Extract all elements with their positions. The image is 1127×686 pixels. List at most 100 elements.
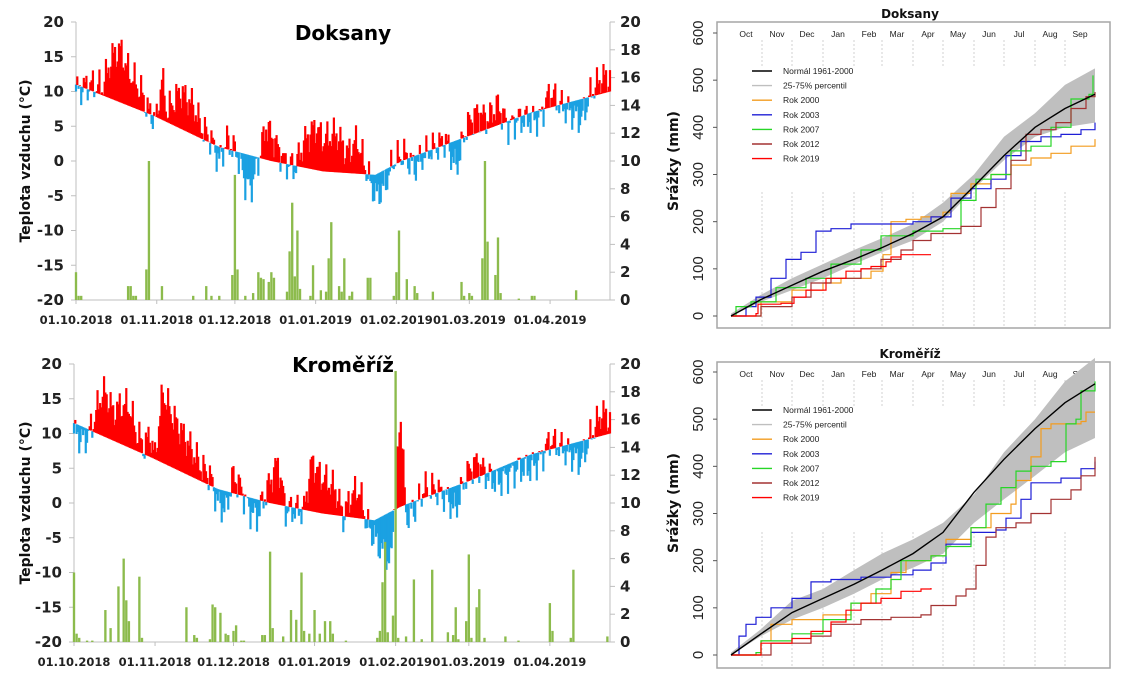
precipitation-bar <box>369 277 372 300</box>
legend-label: Normál 1961-2000 <box>783 405 854 415</box>
y-tick-label: 600 <box>690 20 707 45</box>
precipitation-bar <box>348 295 351 300</box>
y-tick-label: 5 <box>52 459 62 477</box>
precipitation-bar <box>259 277 263 300</box>
y2-tick-label: 0 <box>620 633 630 651</box>
precipitation-bar <box>270 272 273 300</box>
series-line-norm-l-1961-2000 <box>730 93 1096 317</box>
y-tick-label: 400 <box>690 115 707 140</box>
legend-label: Rok 2000 <box>783 95 820 105</box>
series-line-rok-2012 <box>731 92 1096 317</box>
precipitation-bar <box>551 630 554 642</box>
y2-tick-label: 12 <box>620 466 641 484</box>
y2-tick-label: 10 <box>620 494 641 512</box>
precipitation-bar <box>145 269 148 300</box>
y2-tick-label: 0 <box>620 291 630 309</box>
precipitation-bar <box>319 290 323 300</box>
precipitation-bar <box>147 161 151 300</box>
precipitation-bar <box>281 636 285 642</box>
precipitation-bar <box>262 279 265 300</box>
month-label: Dec <box>799 29 815 39</box>
precipitation-bar <box>140 637 144 642</box>
precipitation-bar <box>313 610 316 642</box>
y-tick-label: -5 <box>45 529 62 547</box>
month-label: Mar <box>890 29 905 39</box>
precipitation-bar <box>122 558 125 642</box>
precipitation-bar <box>413 286 416 300</box>
month-label: Nov <box>769 29 785 39</box>
precipitation-bar <box>381 582 384 642</box>
y-tick-label: -10 <box>35 564 62 582</box>
precipitation-bar <box>366 277 369 300</box>
precipitation-bar <box>72 572 76 642</box>
month-label: Mar <box>890 369 905 379</box>
month-label: Feb <box>862 369 877 379</box>
precipitation-bar <box>214 607 217 642</box>
plot-frame <box>716 361 1111 669</box>
precipitation-bar <box>530 295 534 300</box>
precipitation-bar <box>210 295 213 300</box>
y2-tick-label: 16 <box>620 69 641 87</box>
y-tick-label: 10 <box>43 83 64 101</box>
precipitation-bar <box>330 222 333 300</box>
series-line-rok-2019 <box>731 588 932 656</box>
y-tick-label: 0 <box>690 651 707 659</box>
month-label: Apr <box>921 29 934 39</box>
precipitation-bar <box>378 630 382 642</box>
precipitation-bar <box>606 636 609 642</box>
y-tick-label: 15 <box>43 48 64 66</box>
series-line-rok-2007 <box>731 75 1094 317</box>
precipitation-bar <box>272 277 276 300</box>
precipitation-bar <box>295 619 298 642</box>
y-tick-label: -20 <box>37 291 64 309</box>
precipitation-bar <box>138 576 141 642</box>
precipitation-bar <box>160 286 164 300</box>
precipitation-bar <box>218 295 221 300</box>
y2-tick-label: 4 <box>620 235 630 253</box>
y2-tick-label: 6 <box>620 550 630 568</box>
precipitation-bar <box>288 251 291 300</box>
precipitation-bar <box>129 286 132 300</box>
y-tick-label: 300 <box>690 501 707 526</box>
x-tick-label: 01.10.2018 <box>40 313 113 327</box>
y2-tick-label: 16 <box>620 411 641 429</box>
precipitation-bar <box>193 635 196 642</box>
precipitation-bar <box>261 635 264 642</box>
month-label: Aug <box>1042 29 1057 39</box>
month-label: Nov <box>769 369 785 379</box>
precipitation-bar <box>231 274 234 300</box>
precipitation-bar <box>340 291 343 300</box>
x-tick-label: 01.11.2018 <box>120 313 193 327</box>
precipitation-bar <box>311 265 315 300</box>
precipitation-bar <box>289 610 293 642</box>
precipitation-bar <box>293 276 296 300</box>
precipitation-bar <box>104 610 107 642</box>
precipitation-bar <box>263 635 267 642</box>
y2-tick-label: 2 <box>620 263 630 281</box>
y2-tick-label: 18 <box>620 41 641 59</box>
y2-tick-label: 6 <box>620 208 630 226</box>
y-tick-label: 300 <box>690 162 707 187</box>
chart-title: Kroměříž <box>292 353 394 377</box>
precipitation-bar <box>416 293 419 300</box>
percentile-band <box>731 357 1095 655</box>
y2-tick-label: 10 <box>620 152 641 170</box>
precipitation-bar <box>569 637 572 642</box>
y-tick-label: 500 <box>690 68 707 93</box>
precipitation-bar <box>219 612 222 642</box>
precipitation-bar <box>74 272 78 300</box>
x-tick-label: 01.01.2019 <box>279 313 352 327</box>
precipitation-bar <box>308 633 311 642</box>
series-line-rok-2003 <box>731 461 1096 656</box>
precipitation-bar <box>478 589 481 642</box>
y-tick-label: 20 <box>43 13 64 31</box>
legend-label: Rok 2000 <box>783 434 820 444</box>
precipitation-bar <box>451 635 455 642</box>
precipitation-bar <box>240 640 243 642</box>
precipitation-bar <box>192 295 195 300</box>
series-line-rok-2003 <box>731 122 1096 317</box>
precipitation-bar <box>291 202 294 300</box>
x-tick-label: 01.10.2018 <box>38 655 111 669</box>
precipitation-bar <box>344 640 348 642</box>
month-label: Dec <box>799 369 815 379</box>
